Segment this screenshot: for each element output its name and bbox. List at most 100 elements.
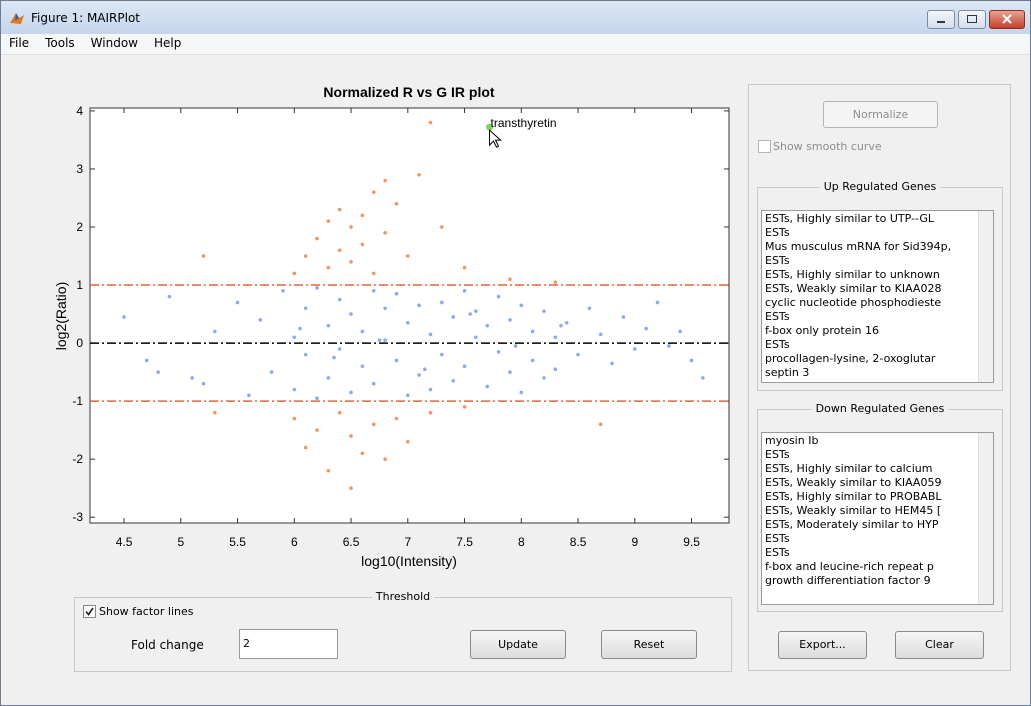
point [474,309,478,313]
point [598,422,603,427]
point [349,225,353,229]
y-tick-label: -3 [72,510,83,524]
point [337,248,342,253]
x-tick-label: 5.5 [229,535,246,549]
minimize-button[interactable] [927,10,955,29]
reset-button[interactable]: Reset [601,630,697,659]
point [553,367,558,371]
menu-item[interactable]: File [9,36,30,50]
list-item: ESTs, Highly similar to unknown [765,268,940,281]
point [213,410,217,415]
point [440,352,444,357]
x-tick-label: 5 [177,535,184,549]
chart: Normalized R vs G IR plot log10(Intensit… [53,84,730,569]
point [610,361,614,366]
point [303,254,308,258]
point [462,289,467,293]
list-item: ESTs [765,532,790,545]
point [337,347,342,351]
point [332,355,336,360]
point [519,390,524,395]
point [468,312,473,316]
point [349,486,353,490]
point [298,326,302,331]
point [201,254,206,258]
factor-lines-label: Show factor lines [99,605,194,618]
app-icon [10,13,24,24]
factor-lines-checkbox[interactable] [83,605,96,618]
point [394,358,399,363]
point [655,300,660,305]
point [417,172,421,177]
list-item: procollagen-lysine, 2-oxoglutar [765,352,936,365]
point [462,364,467,369]
update-button[interactable]: Update [470,630,566,659]
down-genes-group: Down Regulated Genes [757,402,1003,612]
menu-item[interactable]: Help [153,36,182,50]
x-tick-label: 6.5 [343,535,360,549]
threshold-title: Threshold [371,590,435,603]
point [371,190,376,194]
point [292,335,297,340]
y-tick-label: 2 [76,220,83,234]
point [508,370,512,374]
point [292,387,297,392]
point [701,376,705,380]
y-axis-label: log2(Ratio) [53,282,69,350]
point [144,358,149,363]
point [292,416,297,421]
clear-button[interactable]: Clear [895,631,984,659]
point [496,349,501,354]
point [559,323,563,328]
point [326,265,331,270]
list-item: ESTs [765,254,790,267]
point [258,318,263,322]
up-genes-group: Up Regulated Genes [757,180,1003,391]
point [303,445,308,450]
point [360,242,365,247]
point [689,358,694,363]
smooth-curve-checkbox[interactable] [758,140,771,153]
point [451,315,455,319]
point [519,303,524,308]
export-button[interactable]: Export... [778,631,867,659]
point [360,213,365,218]
point [462,405,467,409]
point [281,289,285,293]
y-tick-label: -2 [72,452,83,466]
side-panel [748,84,1011,671]
point [405,320,410,325]
point [632,347,637,351]
normalize-button[interactable]: Normalize [823,101,938,128]
list-item: growth differentiation factor 9 [765,574,931,587]
point [349,434,353,438]
fold-change-input[interactable]: 2 [239,629,338,659]
menu-item[interactable]: Tools [45,36,75,50]
annotation: transthyretin [491,116,557,130]
x-tick-label: 9.5 [683,535,700,549]
point [303,306,308,311]
list-item: ESTs [765,226,790,239]
menu-item[interactable]: Window [90,36,138,50]
point [315,396,319,401]
point [269,370,274,374]
point [462,265,467,270]
title-bar: Figure 1: MAIRPlot [1,1,1030,34]
point [349,390,353,395]
x-tick-label: 6 [291,535,298,549]
close-button[interactable] [989,10,1025,29]
down-genes-list[interactable]: myosin Ib ESTs ESTs, Highly similar to cal… [761,432,994,605]
point [337,297,342,302]
x-tick-label: 8.5 [570,535,587,549]
point [678,329,682,334]
point [405,254,410,258]
point [315,236,319,241]
point [383,178,387,183]
maximize-button[interactable] [958,10,986,29]
x-axis-label: log10(Intensity) [361,553,457,569]
y-tick-label: 0 [76,336,83,350]
up-genes-list[interactable]: ESTs, Highly similar to UTP--GL ESTs Mus m… [761,210,994,383]
point [201,381,206,386]
point [428,120,433,125]
y-tick-label: 4 [76,104,83,118]
